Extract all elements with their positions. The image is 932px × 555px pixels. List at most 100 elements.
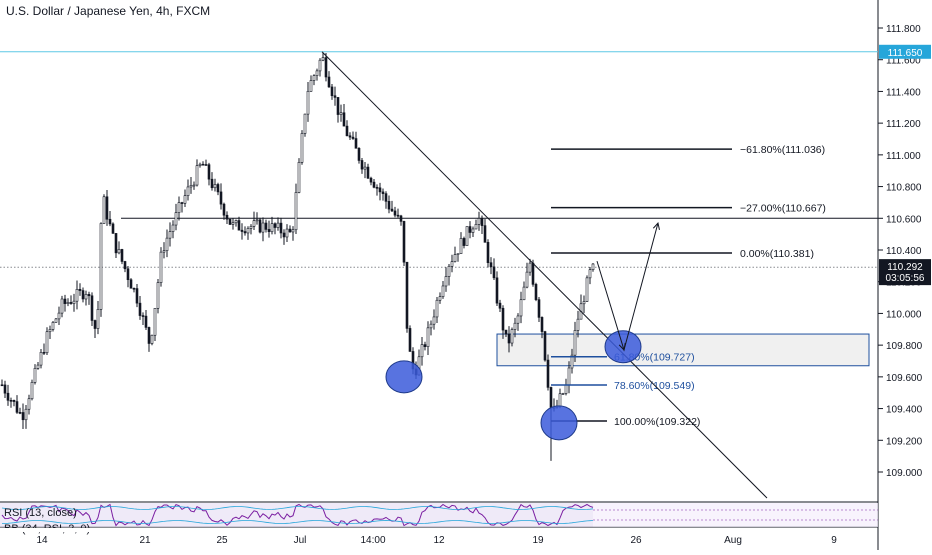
- candle-body: [171, 224, 175, 232]
- candle-body: [519, 299, 523, 317]
- candle-body: [156, 282, 160, 309]
- candle-body: [234, 220, 238, 224]
- candle-body: [45, 331, 49, 354]
- candle-body: [582, 301, 586, 305]
- candle-body: [384, 193, 388, 202]
- candle-body: [165, 237, 169, 251]
- candle-body: [378, 187, 382, 193]
- candle-body: [114, 233, 118, 254]
- candle-body: [336, 97, 340, 115]
- candle-body: [363, 166, 367, 170]
- candle-body: [192, 184, 196, 187]
- candle-body: [309, 80, 313, 92]
- fib-level-label: 100.00%(109.322): [614, 416, 700, 428]
- candle-body: [276, 222, 280, 228]
- candle-body: [468, 226, 472, 233]
- time-axis-label: Aug: [724, 535, 742, 546]
- fib-level-label: 0.00%(110.381): [740, 248, 814, 260]
- candle-body: [81, 290, 85, 300]
- candle-body: [441, 285, 445, 297]
- candle-body: [258, 219, 262, 233]
- candle-body: [21, 412, 25, 421]
- candle-body: [300, 133, 304, 163]
- price-tick-label: 111.200: [886, 119, 921, 130]
- candle-body: [402, 221, 406, 263]
- candle-body: [195, 165, 199, 186]
- candle-body: [585, 277, 589, 302]
- candle-body: [339, 112, 343, 115]
- candle-body: [198, 163, 202, 166]
- candle-body: [399, 215, 403, 222]
- candle-body: [501, 307, 505, 331]
- candle-body: [516, 315, 520, 324]
- time-axis: 14 21 25 Jul 14:00 12 19 26 Aug 9: [36, 535, 837, 546]
- candle-body: [438, 296, 442, 301]
- candle-body: [465, 226, 469, 246]
- candle-body: [306, 90, 310, 115]
- candle-body: [270, 223, 274, 233]
- candle-body: [24, 408, 28, 421]
- candle-body: [252, 220, 256, 227]
- candle-body: [159, 251, 163, 283]
- candle-body: [132, 287, 136, 290]
- candle-body: [174, 212, 178, 226]
- candle-body: [183, 195, 187, 204]
- candle-body: [447, 265, 451, 277]
- candle-body: [294, 192, 298, 231]
- price-tick-label: 111.000: [886, 151, 921, 162]
- candle-body: [243, 231, 247, 234]
- rsi-label-clip: [0, 528, 877, 532]
- candle-body: [153, 307, 157, 336]
- candle-body: [315, 70, 319, 76]
- candle-body: [135, 288, 139, 304]
- rsi-band-future: [593, 503, 878, 527]
- rsi-bb-lower-line: [1, 520, 594, 524]
- candle-body: [129, 279, 133, 289]
- candle-body: [6, 392, 10, 401]
- candle-body: [84, 294, 88, 300]
- candle-body: [105, 196, 109, 220]
- candle-body: [558, 393, 562, 407]
- candle-body: [177, 202, 181, 213]
- candle-body: [546, 359, 550, 388]
- time-axis-label: 19: [532, 535, 544, 546]
- time-axis-label: 25: [216, 535, 228, 546]
- high-price-tag-label: 111.650: [888, 48, 923, 59]
- candle-body: [33, 368, 37, 383]
- high-price-tag: [879, 44, 931, 59]
- swing-low-marker-2: [540, 405, 578, 441]
- candle-body: [87, 294, 91, 297]
- candle-body: [429, 323, 433, 329]
- candle-body: [60, 298, 64, 314]
- candle-body: [528, 262, 532, 273]
- candle-body: [549, 387, 553, 408]
- candle-body: [351, 136, 355, 139]
- candle-body: [426, 327, 430, 347]
- candle-body: [513, 322, 517, 330]
- arrow-head: [618, 342, 626, 351]
- candle-body: [186, 186, 190, 196]
- candle-body: [66, 302, 70, 304]
- candle-body: [57, 312, 61, 320]
- price-tick-label: 109.000: [886, 468, 923, 479]
- price-tick-label: 111.400: [886, 87, 921, 98]
- candle-body: [219, 191, 223, 205]
- candle-body: [297, 162, 301, 193]
- candle-body: [459, 238, 463, 254]
- candle-body: [375, 187, 379, 189]
- candle-body: [249, 226, 253, 229]
- candle-body: [99, 223, 103, 310]
- candle-body: [531, 262, 535, 285]
- price-tick-label: 110.600: [886, 214, 922, 225]
- time-axis-label: Jul: [294, 535, 307, 546]
- candle-body: [255, 219, 259, 222]
- candle-body: [357, 148, 361, 161]
- candlesticks: [0, 52, 595, 461]
- rsi-pane: RSI (13, close) BB (34, RSI, 2, 0): [0, 503, 878, 535]
- price-tick-label: 109.800: [886, 341, 923, 352]
- candle-body: [285, 228, 289, 238]
- candle-body: [507, 333, 511, 344]
- candle-body: [387, 201, 391, 210]
- fib-level-label: 78.60%(109.549): [614, 380, 695, 392]
